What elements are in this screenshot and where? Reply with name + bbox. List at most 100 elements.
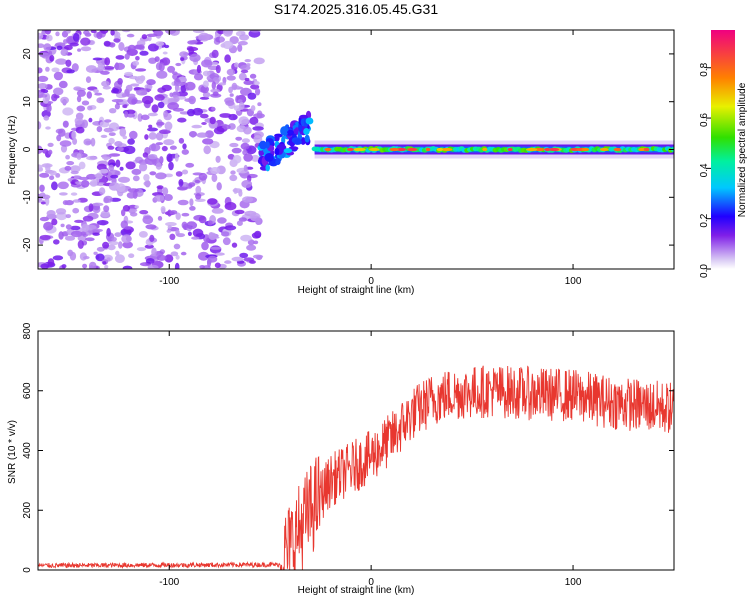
noise-blob <box>196 132 208 138</box>
noise-blob <box>46 104 52 113</box>
noise-blob <box>184 98 194 102</box>
noise-blob <box>225 100 235 106</box>
noise-blob <box>124 53 130 60</box>
noise-blob <box>40 201 46 205</box>
noise-blob <box>111 99 124 103</box>
noise-blob <box>124 226 131 230</box>
noise-blob <box>38 164 43 172</box>
noise-blob <box>115 250 120 256</box>
noise-blob <box>170 251 179 257</box>
noise-blob <box>92 202 104 207</box>
noise-blob <box>244 59 252 63</box>
noise-blob <box>115 55 125 60</box>
noise-blob <box>178 179 184 187</box>
noise-blob <box>198 172 208 181</box>
noise-blob <box>189 53 201 63</box>
noise-blob <box>243 153 253 162</box>
noise-blob <box>115 31 121 38</box>
noise-blob <box>96 220 109 226</box>
onset-blob <box>258 149 265 157</box>
noise-blob <box>253 81 260 86</box>
noise-blob <box>116 183 126 193</box>
noise-blob <box>219 36 224 43</box>
noise-blob <box>114 170 121 176</box>
noise-blob <box>181 212 190 217</box>
y-tick-label: 200 <box>22 501 33 518</box>
noise-blob <box>254 230 262 239</box>
y-tick-label: 0 <box>22 146 33 152</box>
noise-blob <box>226 75 236 81</box>
noise-blob <box>241 138 250 144</box>
noise-blob <box>179 51 189 58</box>
noise-blob <box>239 34 250 41</box>
noise-blob <box>201 59 213 68</box>
noise-blob <box>157 101 165 109</box>
noise-blob <box>163 194 173 201</box>
noise-blob <box>169 145 177 150</box>
noise-blob <box>193 73 204 81</box>
noise-blob <box>208 236 220 239</box>
noise-blob <box>247 92 257 100</box>
noise-blob <box>172 71 178 75</box>
carrier-peak <box>643 147 650 152</box>
noise-blob <box>126 113 136 118</box>
noise-blob <box>156 121 165 126</box>
noise-blob <box>72 199 81 203</box>
noise-blob <box>130 83 140 87</box>
noise-blob <box>253 113 265 119</box>
noise-blob <box>71 130 77 140</box>
noise-blob <box>47 258 55 267</box>
noise-blob <box>210 88 220 93</box>
noise-blob <box>209 246 222 250</box>
noise-blob <box>55 58 67 65</box>
noise-blob <box>122 265 133 269</box>
noise-blob <box>163 110 169 118</box>
noise-blob <box>211 208 224 214</box>
noise-blob <box>128 253 135 258</box>
noise-blob <box>38 32 44 40</box>
noise-blob <box>96 246 105 252</box>
noise-blob <box>80 180 90 188</box>
onset-blob <box>305 117 314 125</box>
noise-blob <box>38 121 42 130</box>
noise-blob <box>167 102 180 110</box>
noise-blob <box>252 126 264 131</box>
noise-blob <box>147 154 158 160</box>
noise-blob <box>46 34 53 42</box>
noise-blob <box>228 86 234 94</box>
snr-plot-area <box>38 365 674 570</box>
noise-blob <box>92 232 100 236</box>
noise-blob <box>190 131 196 138</box>
noise-blob <box>102 156 111 160</box>
noise-blob <box>82 215 94 222</box>
noise-blob <box>81 100 90 106</box>
noise-blob <box>135 56 140 61</box>
noise-blob <box>55 208 67 215</box>
carrier-peak <box>548 147 560 152</box>
noise-blob <box>203 145 211 155</box>
colorbar-tick-label: 0.0 <box>699 264 710 278</box>
carrier-peak <box>526 147 538 152</box>
noise-blob <box>224 225 237 231</box>
noise-blob <box>250 105 256 112</box>
noise-blob <box>76 89 86 97</box>
noise-blob <box>115 159 121 168</box>
noise-blob <box>51 93 58 102</box>
onset-blob <box>274 148 280 155</box>
noise-blob <box>96 97 105 104</box>
x-tick-label: -100 <box>159 577 179 588</box>
noise-blob <box>143 180 151 187</box>
noise-blob <box>185 162 195 168</box>
noise-blob <box>167 65 176 73</box>
noise-blob <box>99 121 110 128</box>
noise-blob <box>74 219 84 223</box>
noise-blob <box>175 254 180 260</box>
y-tick-label: 10 <box>22 96 33 108</box>
snr-y-label: SNR (10 * v/v) <box>7 420 18 484</box>
noise-blob <box>66 30 71 34</box>
noise-blob <box>249 116 259 125</box>
noise-blob <box>214 262 221 269</box>
noise-blob <box>72 32 80 42</box>
noise-blob <box>191 124 202 129</box>
noise-blob <box>231 82 238 91</box>
